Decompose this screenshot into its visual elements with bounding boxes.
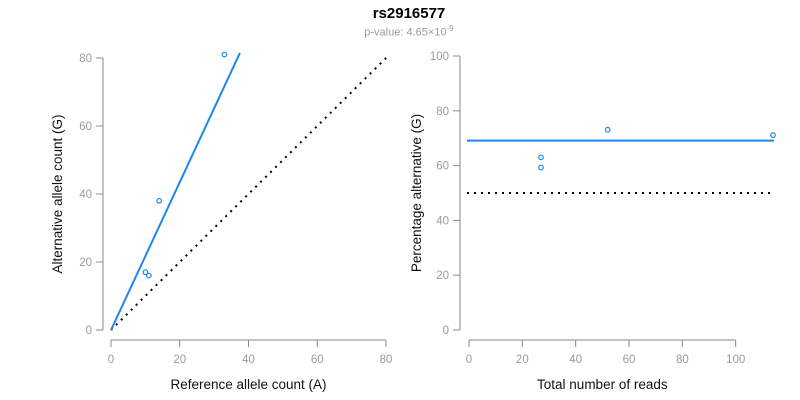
plot-subtitle: p-value: 4.65×10-9	[0, 24, 800, 39]
y-tick-label: 40	[436, 215, 449, 227]
x-axis-title: Total number of reads	[537, 377, 668, 392]
reference-dotted-line	[110, 55, 389, 331]
y-tick-label: 20	[79, 257, 92, 269]
y-tick-label: 80	[436, 106, 449, 118]
p-value-prefix: p-value:	[364, 26, 407, 39]
y-tick-label: 60	[79, 121, 92, 133]
x-axis-title: Reference allele count (A)	[170, 377, 326, 392]
data-point	[142, 269, 149, 276]
x-tick-label: 40	[242, 354, 255, 366]
y-tick-label: 40	[79, 189, 92, 201]
x-tick-label: 60	[623, 354, 636, 366]
x-tick-label: 0	[466, 354, 472, 366]
y-tick-label: 20	[436, 270, 449, 282]
y-tick-label: 0	[86, 325, 92, 337]
p-value-times-ten: ×10	[427, 26, 447, 39]
y-tick-label: 0	[443, 325, 449, 337]
data-point	[538, 164, 544, 171]
y-tick-label: 60	[436, 161, 449, 173]
y-tick-label: 100	[430, 51, 449, 63]
y-tick-label: 80	[79, 53, 92, 65]
y-axis-title: Percentage alternative (G)	[409, 114, 424, 272]
x-tick-label: 40	[569, 354, 582, 366]
p-value-mantissa: 4.65	[406, 26, 428, 39]
data-point	[156, 197, 163, 204]
x-tick-label: 0	[108, 354, 114, 366]
p-value-exponent: -9	[446, 24, 454, 33]
y-axis-title: Alternative allele count (G)	[50, 114, 65, 273]
x-tick-label: 20	[516, 354, 529, 366]
x-tick-label: 80	[676, 354, 689, 366]
data-point	[221, 51, 228, 58]
plot-title: rs2916577	[372, 5, 446, 22]
x-tick-label: 20	[173, 354, 186, 366]
data-point	[770, 132, 776, 139]
fit-line	[110, 52, 241, 331]
x-tick-label: 100	[726, 354, 745, 366]
data-point	[145, 272, 152, 279]
allele-counts-scatter: 0 20 40 60 80 0 20 40 60 80 Reference allele count…	[50, 51, 393, 392]
data-point	[604, 126, 611, 133]
x-tick-label: 60	[311, 354, 324, 366]
data-point	[538, 154, 544, 161]
percentage-alternative-scatter: 0 20 40 60 80 100 0 20 40 60 80 100 Total number of …	[409, 51, 776, 392]
x-tick-label: 80	[380, 354, 393, 366]
